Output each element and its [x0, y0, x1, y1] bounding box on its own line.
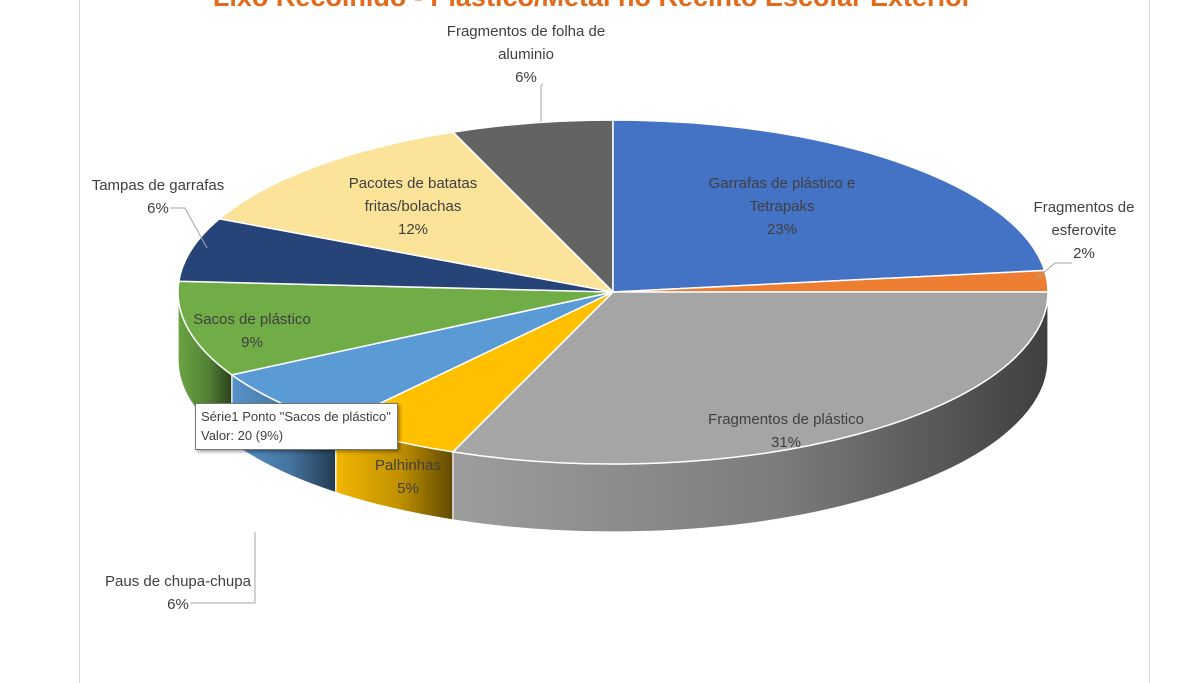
data-label-0: Garrafas de plástico e Tetrapaks 23% [709, 175, 856, 238]
data-label-1: Fragmentos de esferovite 2% [1034, 199, 1135, 262]
data-label-5: Sacos de plástico 9% [193, 311, 311, 351]
slice-6[interactable] [177, 217, 614, 293]
pie-tops [177, 119, 1049, 465]
leader-line-2 [170, 207, 208, 249]
tooltip-series-point: Série1 Ponto "Sacos de plástico" [201, 409, 391, 424]
slice-7[interactable] [217, 131, 616, 294]
slice-2[interactable] [451, 291, 1049, 465]
tooltip-value: Valor: 20 (9%) [201, 428, 284, 443]
leader-line-3 [190, 532, 256, 604]
slice-8[interactable] [451, 119, 614, 294]
chart-title: Lixo Recolhido - Plástico/Metal no Recin… [0, 0, 1185, 13]
data-label-2: Fragmentos de plástico 31% [708, 411, 864, 451]
leader-line-1 [540, 83, 544, 122]
data-labels: Garrafas de plástico e Tetrapaks 23% Fragme… [92, 23, 1135, 613]
data-label-4: Paus de chupa-chupa 6% [105, 573, 252, 613]
data-label-6: Tampas de garrafas 6% [92, 177, 225, 217]
data-label-3: Palhinhas 5% [375, 457, 441, 497]
data-label-7: Pacotes de batatas fritas/bolachas 12% [349, 175, 477, 238]
chart-tooltip: Série1 Ponto "Sacos de plástico" Valor: … [195, 403, 398, 450]
data-label-8: Fragmentos de folha de aluminio 6% [447, 23, 605, 86]
leader-lines [170, 83, 1072, 604]
slice-0[interactable] [612, 119, 1046, 293]
leader-line-0 [1035, 262, 1072, 280]
slice-5[interactable] [177, 280, 614, 376]
